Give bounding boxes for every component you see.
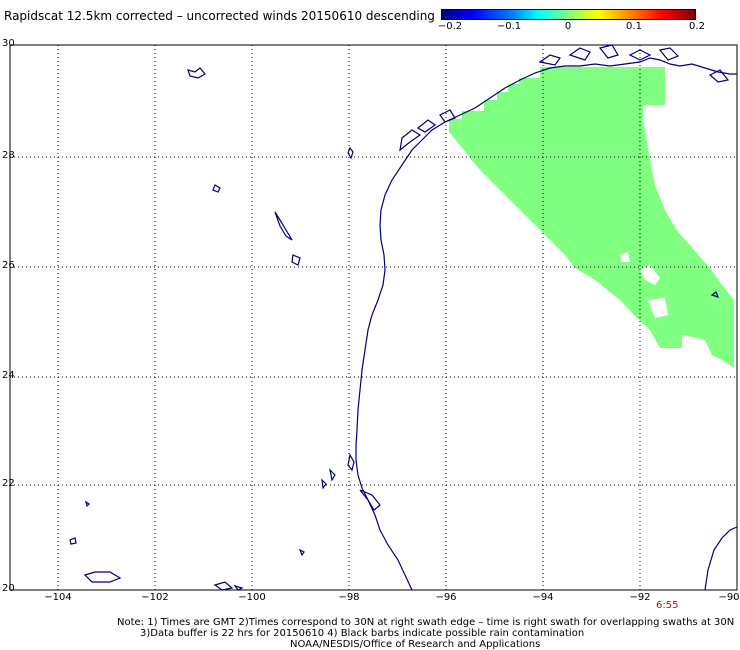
lat-label: 24 bbox=[2, 370, 15, 381]
lon-label: −92 bbox=[629, 592, 650, 603]
note-line-1: Note: 1) Times are GMT 2)Times correspon… bbox=[117, 617, 734, 628]
lat-label: 28 bbox=[2, 150, 15, 161]
lon-label: −100 bbox=[238, 592, 265, 603]
swath-time-label: 6:55 bbox=[656, 600, 678, 611]
lat-label: 20 bbox=[2, 583, 15, 594]
lat-label: 26 bbox=[2, 260, 15, 271]
lon-label: −98 bbox=[338, 592, 359, 603]
lat-label: 22 bbox=[2, 478, 15, 489]
note-line-2: 3)Data buffer is 22 hrs for 20150610 4) … bbox=[140, 628, 584, 639]
lon-label: −102 bbox=[141, 592, 168, 603]
wind-difference-swath bbox=[449, 67, 734, 368]
lon-label: −94 bbox=[532, 592, 553, 603]
lon-label: −104 bbox=[44, 592, 71, 603]
lon-label: −96 bbox=[435, 592, 456, 603]
note-line-3: NOAA/NESDIS/Office of Research and Appli… bbox=[290, 639, 540, 650]
lat-label: 30 bbox=[2, 38, 15, 49]
lon-label: −90 bbox=[718, 592, 739, 603]
map-canvas bbox=[0, 0, 740, 650]
